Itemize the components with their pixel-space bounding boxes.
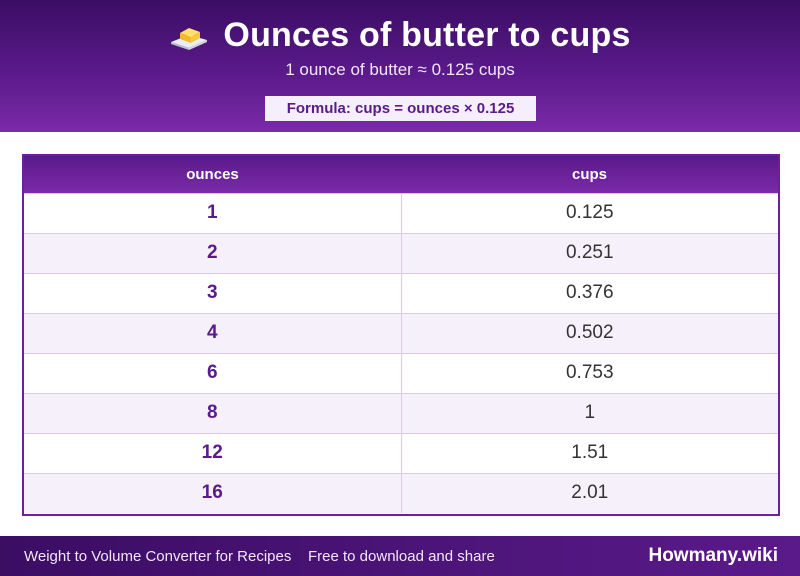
footer-share-text: Free to download and share — [308, 547, 495, 565]
subtitle: 1 ounce of butter ≈ 0.125 cups — [285, 60, 515, 79]
table-row: 4 0.502 — [24, 312, 778, 353]
conversion-table: ounces cups 1 0.125 2 0.251 3 0.376 4 0.… — [22, 154, 780, 516]
ounces-cell: 3 — [24, 272, 402, 313]
ounces-cell: 6 — [24, 352, 402, 393]
column-header-cups: cups — [401, 156, 778, 193]
table-row: 3 0.376 — [24, 272, 778, 313]
cups-cell: 1 — [401, 392, 778, 433]
footer-bar: Weight to Volume Converter for Recipes F… — [0, 536, 800, 576]
table-row: 1 0.125 — [24, 192, 778, 233]
ounces-cell: 12 — [24, 432, 402, 473]
ounces-cell: 16 — [24, 472, 402, 513]
table-row: 12 1.51 — [24, 432, 778, 473]
cups-cell: 0.125 — [401, 192, 778, 233]
ounces-cell: 4 — [24, 312, 402, 353]
title-row: Ounces of butter to cups — [0, 14, 800, 56]
cups-cell: 1.51 — [401, 432, 778, 473]
ounces-cell: 1 — [24, 192, 402, 233]
footer-converter-link[interactable]: Weight to Volume Converter for Recipes — [24, 547, 292, 565]
table-row: 2 0.251 — [24, 232, 778, 273]
butter-icon — [169, 18, 209, 52]
cups-cell: 0.376 — [401, 272, 778, 313]
table-row: 16 2.01 — [24, 472, 778, 513]
table-row: 8 1 — [24, 392, 778, 433]
table-row: 6 0.753 — [24, 352, 778, 393]
column-header-ounces: ounces — [24, 156, 401, 193]
cups-cell: 0.251 — [401, 232, 778, 273]
formula-badge: Formula: cups = ounces × 0.125 — [265, 96, 536, 121]
ounces-cell: 2 — [24, 232, 402, 273]
table-header-row: ounces cups — [24, 156, 778, 193]
cups-cell: 0.753 — [401, 352, 778, 393]
ounces-cell: 8 — [24, 392, 402, 433]
cups-cell: 2.01 — [401, 472, 778, 513]
cups-cell: 0.502 — [401, 312, 778, 353]
page-title: Ounces of butter to cups — [223, 15, 631, 54]
site-brand[interactable]: Howmany.wiki — [648, 545, 778, 566]
header-banner: Ounces of butter to cups 1 ounce of butt… — [0, 0, 800, 132]
